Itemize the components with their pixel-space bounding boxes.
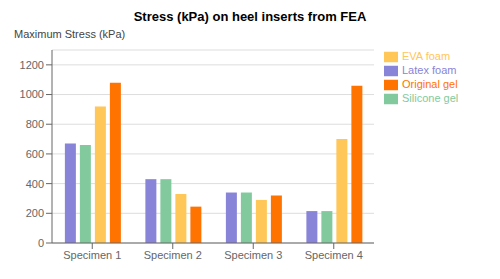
svg-text:Specimen 1: Specimen 1 [63,249,121,261]
svg-text:1200: 1200 [20,59,44,71]
svg-text:Specimen 3: Specimen 3 [224,249,282,261]
svg-text:400: 400 [26,178,44,190]
svg-text:800: 800 [26,118,44,130]
svg-text:0: 0 [38,237,44,249]
svg-text:Specimen 2: Specimen 2 [144,249,202,261]
svg-text:600: 600 [26,148,44,160]
html-text:Latex foam: Latex foam [402,64,457,77]
html-text:Maximum Stress (kPa): Maximum Stress (kPa) [14,28,126,40]
svg-text:200: 200 [26,207,44,219]
svg-text:1000: 1000 [20,88,44,100]
html-text:Original gel: Original gel [402,78,458,91]
html-text:EVA foam: EVA foam [402,50,451,62]
html-text:Stress (kPa) on heel inserts f: Stress (kPa) on heel inserts from FEA [133,9,367,24]
html-text:Silicone gel: Silicone gel [402,92,459,105]
svg-text:Specimen 4: Specimen 4 [305,249,363,261]
